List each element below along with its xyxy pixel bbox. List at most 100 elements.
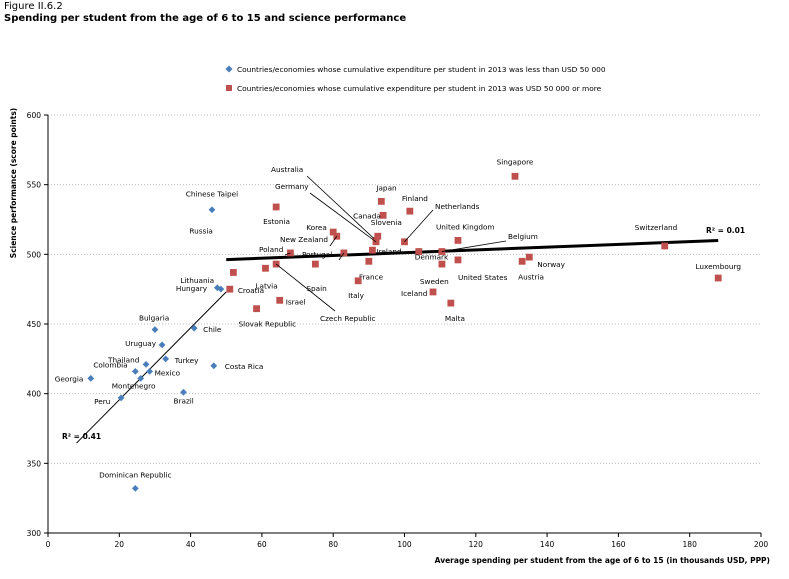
label-united-kingdom: United Kingdom [436,222,495,231]
trendline-low [76,291,227,444]
x-tick-label: 80 [328,540,338,549]
x-tick-label: 60 [257,540,267,549]
legend-marker-low [225,65,233,73]
label-malta: Malta [445,314,465,323]
point-austria [518,257,526,265]
legend-label-high: Countries/economies whose cumulative exp… [237,84,602,93]
label-japan: Japan [375,183,396,192]
x-tick-label: 100 [397,540,412,549]
label-austria: Austria [518,272,544,281]
legend: Countries/economies whose cumulative exp… [225,65,606,93]
leader-czech-republic [275,263,336,312]
point-france [365,257,373,265]
label-poland: Poland [259,245,283,254]
label-belgium: Belgium [508,232,538,241]
y-tick-label: 350 [27,459,42,468]
point-chile [190,324,198,332]
label-israel: Israel [286,297,306,306]
label-costa-rica: Costa Rica [225,362,264,371]
point-spain [311,260,319,268]
point-dominican-republic [131,485,139,492]
label-spain: Spain [306,284,326,293]
label-montenegro: Montenegro [112,381,156,390]
label-new-zealand: New Zealand [280,235,328,244]
label-portugal: Portugal [302,250,332,259]
leader-netherlands [404,209,434,243]
legend-label-low: Countries/economies whose cumulative exp… [237,65,606,74]
y-tick-label: 600 [27,111,42,120]
point-japan [377,197,385,205]
label-netherlands: Netherlands [435,202,480,211]
y-tick-label: 450 [27,320,42,329]
point-united-states [454,256,462,264]
label-russia: Russia [189,226,212,235]
point-brazil [180,388,187,396]
label-czech-republic: Czech Republic [320,314,376,323]
label-sweden: Sweden [420,277,449,286]
x-tick-label: 20 [115,540,125,549]
point-mexico [146,367,153,375]
x-tick-label: 160 [611,540,626,549]
point-turkey [162,355,170,363]
point-sweden [438,260,446,268]
label-norway: Norway [537,260,565,269]
label-dominican-republic: Dominican Republic [99,470,171,479]
point-latvia [262,264,269,272]
label-colombia: Colombia [93,360,127,369]
label-finland: Finland [402,194,428,203]
label-uruguay: Uruguay [125,339,157,348]
label-peru: Peru [94,397,110,406]
label-luxembourg: Luxembourg [695,262,740,271]
label-mexico: Mexico [155,368,181,377]
label-korea: Korea [306,223,327,232]
leader-new-zealand [329,235,338,247]
point-singapore [511,172,519,180]
leader-poland [284,252,291,256]
label-latvia: Latvia [255,281,277,290]
label-estonia: Estonia [263,217,290,226]
legend-marker-high [226,85,232,91]
leader-portugal [338,252,345,261]
label-hungary: Hungary [176,284,208,293]
x-tick-label: 0 [46,540,51,549]
label-lithuania: Lithuania [180,276,214,285]
point-luxembourg [714,274,722,282]
point-denmark [415,248,423,255]
point-slovenia [374,232,382,240]
leader-germany [309,192,377,243]
point-bulgaria [151,326,159,333]
trendline-high [226,239,719,262]
label-ireland: Ireland [376,247,401,256]
label-bulgaria: Bulgaria [139,314,169,323]
point-iceland [429,288,437,296]
point-malta [447,299,455,307]
point-korea [329,228,337,236]
point-chinese-taipei [208,206,216,214]
label-iceland: Iceland [401,289,427,298]
label-switzerland: Switzerland [635,223,678,232]
point-finland [406,207,414,215]
point-georgia [87,374,95,382]
label-croatia: Croatia [238,286,264,295]
x-tick-label: 40 [186,540,196,549]
point-uruguay [158,341,166,349]
label-canada: Canada [353,211,381,220]
point-hungary [217,285,225,293]
point-italy [354,277,362,285]
leader-belgium [441,240,507,252]
point-russia [229,269,237,276]
plot-area: 300 350 400 450 500 550 600 0 20 40 60 80 100 120 140 1… [27,111,769,549]
point-estonia [272,203,280,211]
point-switzerland [661,242,669,250]
y-tick-label: 550 [27,181,42,190]
point-united-kingdom [454,237,462,244]
figure-title: Spending per student from the age of 6 t… [4,13,407,24]
x-tick-label: 120 [469,540,484,549]
x-tick-label: 140 [540,540,555,549]
label-germany: Germany [275,182,309,191]
trendline-high-label: R² = 0.01 [706,226,745,235]
label-france: France [359,272,384,281]
label-georgia: Georgia [55,374,84,383]
label-slovak-republic: Slovak Republic [239,320,297,329]
